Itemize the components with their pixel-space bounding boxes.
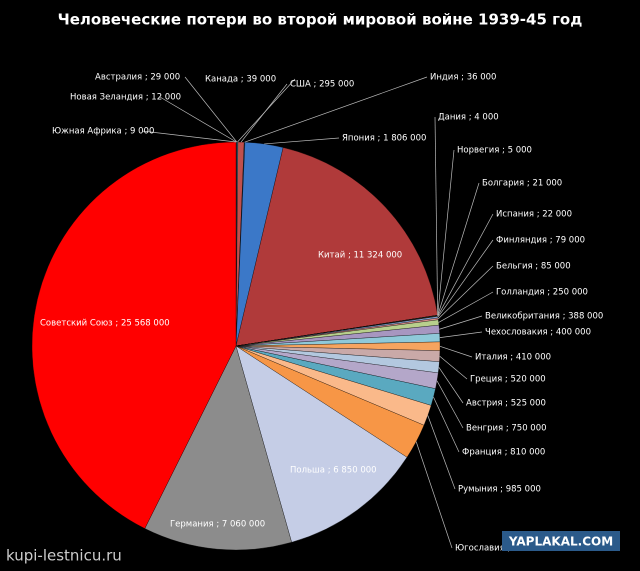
data-label: Болгария ; 21 000 [482, 179, 562, 189]
data-label: Италия ; 410 000 [475, 353, 551, 363]
leader-line [439, 331, 483, 338]
leader-line [437, 213, 494, 317]
data-label: Южная Африка ; 9 000 [52, 127, 154, 137]
leader-line [141, 130, 237, 143]
data-label: Финляндия ; 79 000 [496, 236, 585, 246]
leader-line [184, 76, 238, 143]
leader-line [436, 380, 464, 429]
leader-line [434, 116, 439, 316]
data-label: Дания ; 4 000 [438, 113, 499, 123]
leader-line [159, 96, 237, 143]
data-label: Норвегия ; 5 000 [457, 146, 532, 156]
leader-line [244, 76, 428, 143]
watermark-box [502, 531, 620, 551]
leader-line [433, 396, 460, 453]
data-label: Советский Союз ; 25 568 000 [40, 319, 170, 329]
data-label: Япония ; 1 806 000 [342, 134, 426, 144]
data-label: Австралия ; 29 000 [95, 73, 180, 83]
watermark: kupi-lestnicu.ru [6, 547, 122, 565]
data-label: Великобритания ; 388 000 [485, 312, 603, 322]
data-label: Германия ; 7 060 000 [170, 520, 265, 530]
data-label: Румыния ; 985 000 [458, 485, 541, 495]
data-label: Испания ; 22 000 [496, 210, 572, 220]
leader-line [437, 239, 494, 318]
leader-line [439, 355, 468, 380]
leader-line [437, 149, 455, 316]
pie [31, 141, 441, 551]
data-label: США ; 295 000 [290, 80, 354, 90]
leader-line [264, 137, 340, 145]
data-label: Польша ; 6 850 000 [290, 466, 377, 476]
leader-line [439, 315, 483, 330]
data-label: Франция ; 810 000 [462, 448, 545, 458]
data-label: Индия ; 36 000 [430, 73, 496, 83]
data-label: Венгрия ; 750 000 [466, 424, 547, 434]
data-label: Бельгия ; 85 000 [496, 262, 571, 272]
watermark: YAPLAKAL.COM [508, 535, 613, 549]
leader-line [438, 367, 464, 404]
slice [235, 147, 438, 347]
data-label: Греция ; 520 000 [470, 375, 546, 385]
leader-line [415, 441, 453, 549]
leader-line [439, 345, 473, 358]
slice [235, 345, 408, 543]
chart-title: Человеческие потери во второй мировой во… [58, 11, 583, 29]
data-label: Чехословакия ; 400 000 [485, 328, 591, 338]
leader-line [437, 182, 480, 316]
labels: Южная Африка ; 9 000 Новая Зеландия ; 12 … [40, 73, 603, 554]
data-label: Новая Зеландия ; 12 000 [70, 93, 181, 103]
slice [144, 345, 292, 551]
data-label: Китай ; 11 324 000 [318, 251, 402, 261]
leader-line [437, 265, 494, 320]
data-label: Австрия ; 525 000 [466, 399, 546, 409]
data-label: Голландия ; 250 000 [496, 288, 588, 298]
leader-line [438, 291, 494, 323]
slice [31, 141, 237, 529]
leader-line [240, 83, 288, 143]
data-label: Канада ; 39 000 [205, 75, 276, 85]
leader-line [427, 415, 456, 490]
